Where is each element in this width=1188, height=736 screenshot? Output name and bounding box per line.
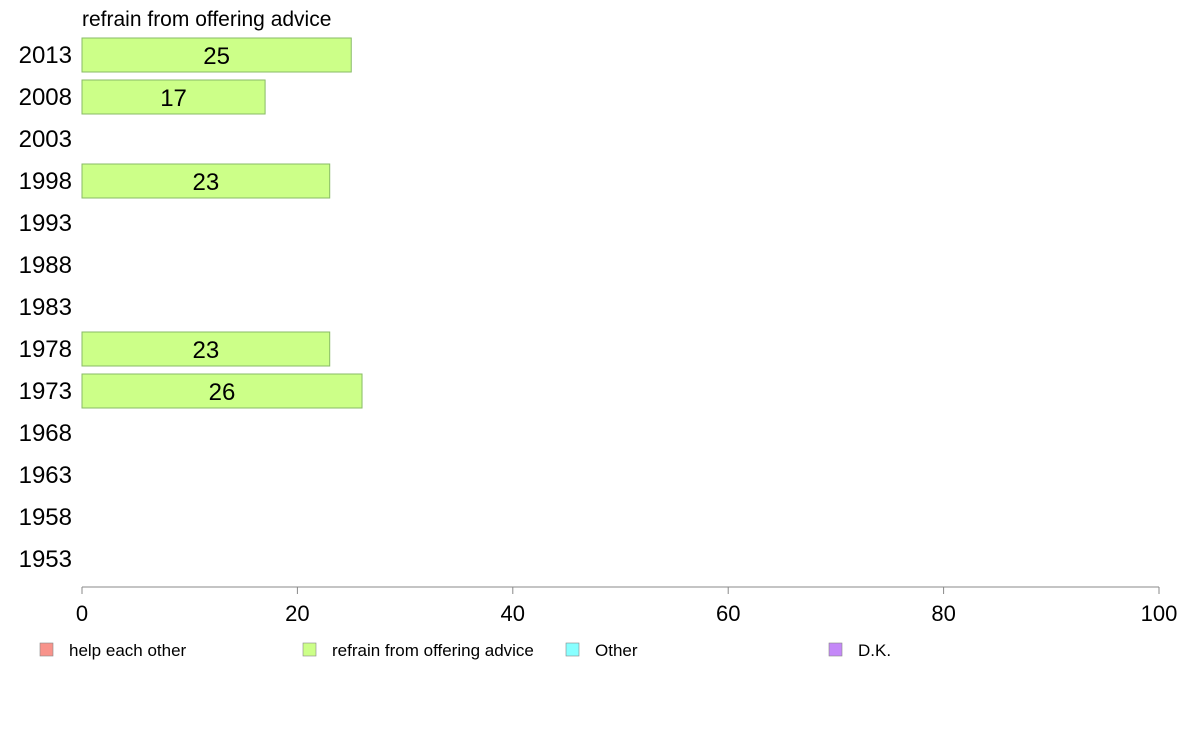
bar-value-label: 25	[203, 43, 230, 70]
x-axis: 0 20 40 60 80 100	[76, 586, 1178, 626]
bar-value-label: 17	[160, 85, 187, 112]
legend-swatch	[302, 642, 317, 657]
bar-value-label: 23	[193, 337, 220, 364]
y-tick-label: 1983	[19, 294, 72, 321]
x-tick-label: 20	[285, 601, 309, 626]
x-tick-label: 100	[1141, 601, 1178, 626]
bar	[81, 373, 363, 409]
y-tick-label: 2013	[19, 42, 72, 69]
y-tick-label: 1988	[19, 252, 72, 279]
bar	[81, 37, 352, 73]
y-axis-labels: 2013 2008 2003 1998 1993 1988 1983 1978 1973 1968…	[19, 42, 72, 573]
y-tick-label: 1978	[19, 336, 72, 363]
bar	[81, 79, 266, 115]
panel-title: refrain from offering advice	[82, 8, 331, 31]
legend: help each other refrain from offering adv…	[39, 641, 891, 660]
legend-swatch	[828, 642, 843, 657]
y-tick-label: 1998	[19, 168, 72, 195]
y-tick-label: 1958	[19, 504, 72, 531]
y-tick-label: 2008	[19, 84, 72, 111]
y-tick-label: 1953	[19, 546, 72, 573]
legend-swatch	[39, 642, 54, 657]
x-tick-label: 80	[931, 601, 955, 626]
legend-label: D.K.	[858, 641, 891, 660]
x-tick-label: 60	[716, 601, 740, 626]
y-tick-label: 1973	[19, 378, 72, 405]
legend-label: help each other	[69, 641, 187, 660]
y-tick-label: 1993	[19, 210, 72, 237]
legend-swatch	[565, 642, 580, 657]
legend-label: refrain from offering advice	[332, 641, 534, 660]
bar-value-label: 23	[193, 169, 220, 196]
bar	[81, 331, 331, 367]
bar	[81, 163, 331, 199]
x-tick-label: 0	[76, 601, 88, 626]
y-tick-label: 2003	[19, 126, 72, 153]
bar-value-label: 26	[209, 379, 236, 406]
bars-layer: 25 17 23 23 26	[81, 37, 363, 409]
legend-label: Other	[595, 641, 638, 660]
y-tick-label: 1968	[19, 420, 72, 447]
y-tick-label: 1963	[19, 462, 72, 489]
x-tick-label: 40	[501, 601, 525, 626]
